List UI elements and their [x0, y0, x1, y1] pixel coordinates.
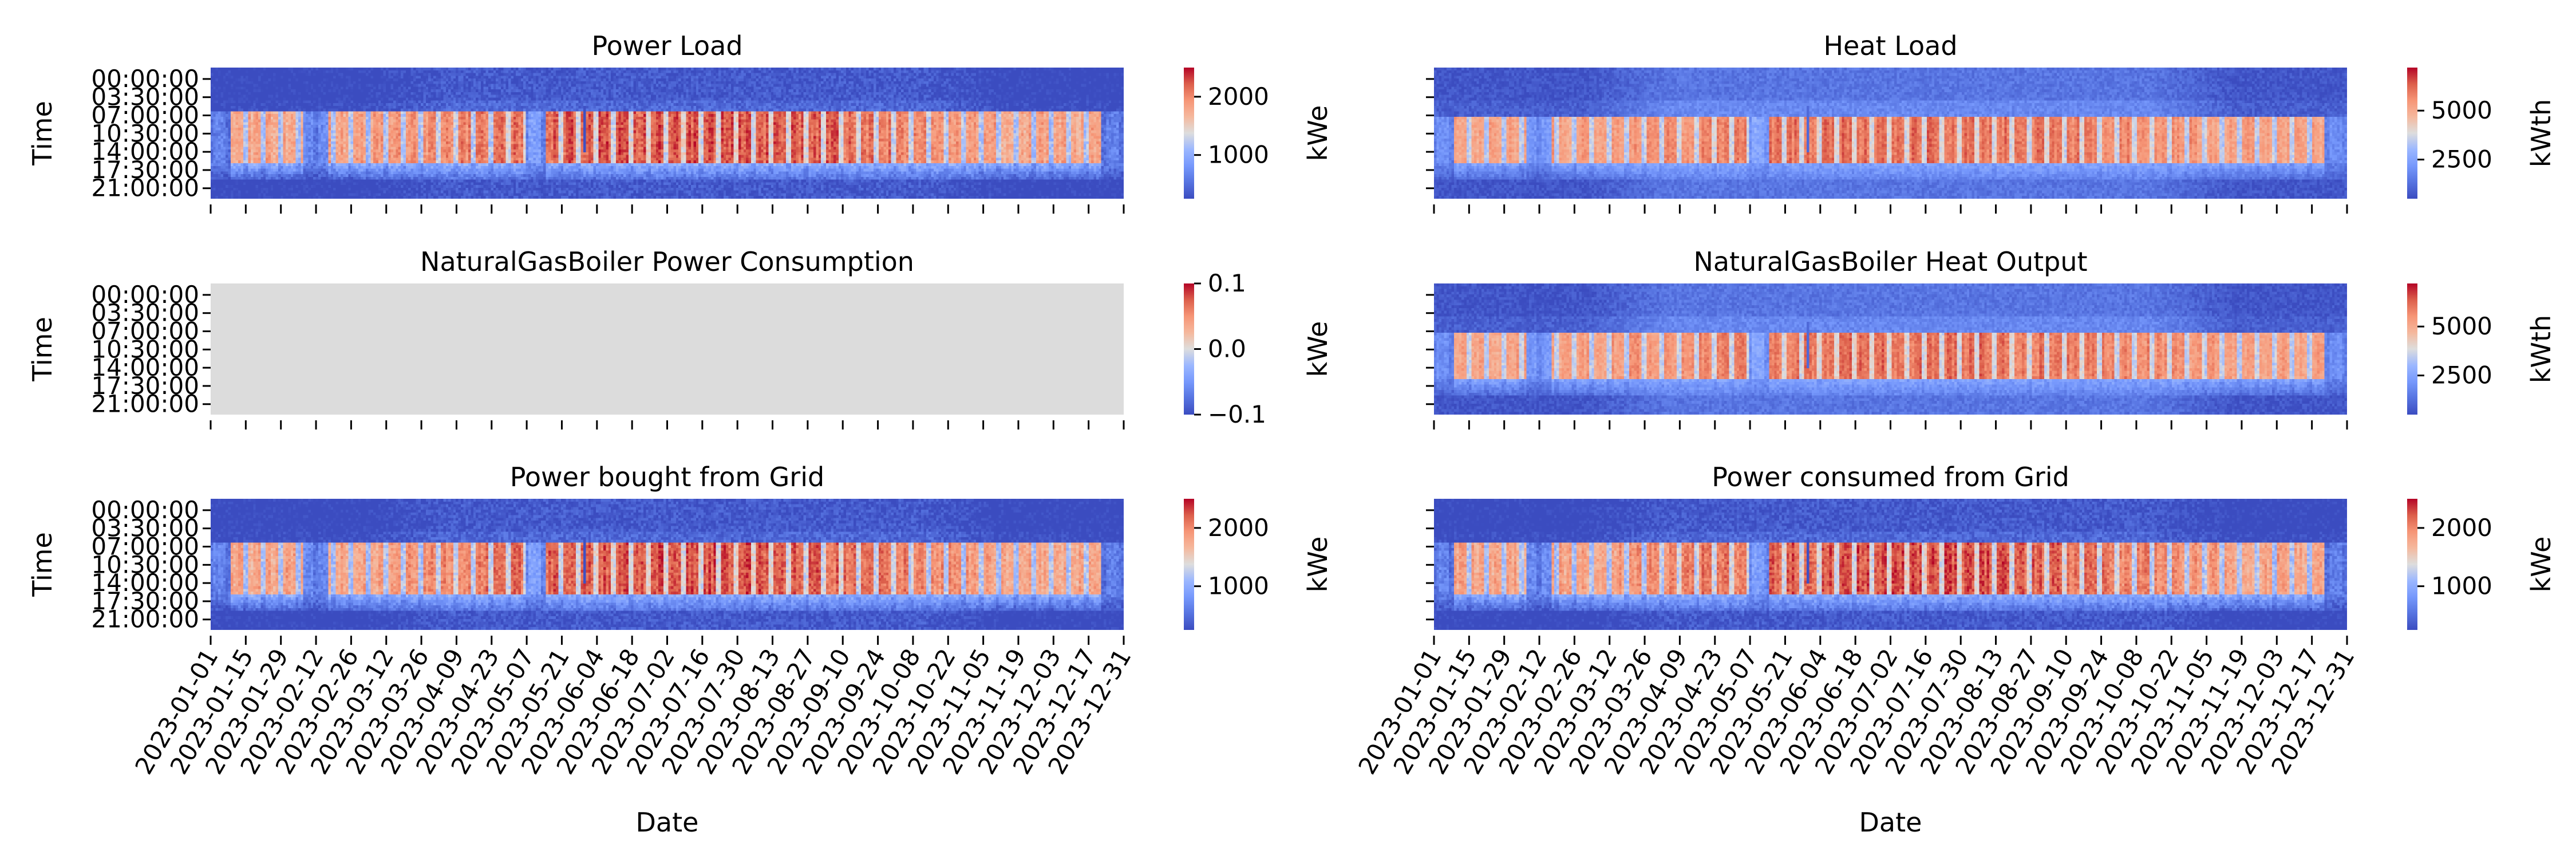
colorbar [2407, 283, 2417, 415]
colorbar-label: kWth [2526, 99, 2557, 167]
panel-title: NaturalGasBoiler Power Consumption [420, 246, 914, 277]
y-tick-label: 10:30:00 [91, 119, 199, 147]
panel-title: Power bought from Grid [510, 462, 824, 492]
y-tick-label: 07:00:00 [91, 317, 199, 345]
colorbar-tick-label: 1000 [1208, 572, 1269, 600]
heatmap-panel-4: NaturalGasBoiler Heat Output 2500 5000 kWth [1426, 246, 2557, 430]
colorbar-label: kWth [2526, 315, 2557, 383]
y-axis-label: Time [27, 532, 58, 597]
colorbar [2407, 68, 2417, 199]
heatmap-cells [211, 283, 1124, 415]
panel-title: NaturalGasBoiler Heat Output [1693, 246, 2087, 277]
colorbar [2407, 499, 2417, 630]
y-tick-label: 03:30:00 [91, 299, 199, 327]
colorbar-tick-label: 0.1 [1208, 269, 1246, 297]
y-tick-label: 07:00:00 [91, 101, 199, 129]
y-tick-label: 03:30:00 [91, 83, 199, 111]
colorbar-tick-label: 5000 [2431, 96, 2492, 124]
heatmap-panel-5: Power bought from Grid 00:00:0003:30:0007… [27, 462, 1333, 838]
y-tick-label: 03:30:00 [91, 514, 199, 542]
panel-title: Power Load [591, 30, 742, 61]
heatmap-panel-2: Heat Load 2500 5000 kWth [1426, 30, 2557, 214]
x-axis-label: Date [636, 807, 699, 838]
colorbar-tick-label: 2500 [2431, 361, 2492, 389]
heatmap-cells [1434, 499, 2347, 630]
panel-title: Heat Load [1823, 30, 1957, 61]
heatmap-panel-6: Power consumed from Grid2023-01-012023-0… [1353, 462, 2557, 838]
y-tick-label: 10:30:00 [91, 335, 199, 363]
colorbar [1184, 68, 1194, 199]
heatmap-cells [1434, 283, 2347, 415]
y-axis-label: Time [27, 101, 58, 166]
colorbar-tick-label: 2000 [2431, 514, 2492, 542]
heatmap-panel-3: NaturalGasBoiler Power Consumption 00:00:… [27, 246, 1333, 430]
colorbar-tick-label: 2000 [1208, 514, 1269, 542]
y-tick-label: 00:00:00 [91, 281, 199, 309]
colorbar-tick-label: 0.0 [1208, 335, 1246, 363]
colorbar-tick-label: 1000 [1208, 141, 1269, 169]
colorbar [1184, 499, 1194, 630]
colorbar-label: kWe [1302, 321, 1333, 377]
heatmap-cells [1434, 68, 2347, 199]
y-tick-label: 17:30:00 [91, 156, 199, 184]
y-tick-label: 00:00:00 [91, 65, 199, 93]
y-tick-label: 14:00:00 [91, 353, 199, 381]
colorbar [1184, 283, 1194, 415]
y-tick-label: 17:30:00 [91, 587, 199, 615]
colorbar-label: kWe [1302, 105, 1333, 161]
x-axis-label: Date [1859, 807, 1922, 838]
y-tick-label: 14:00:00 [91, 569, 199, 597]
y-tick-label: 21:00:00 [91, 605, 199, 633]
colorbar-tick-label: −0.1 [1208, 400, 1266, 428]
colorbar-tick-label: 2000 [1208, 82, 1269, 111]
y-tick-label: 10:30:00 [91, 550, 199, 578]
colorbar-tick-label: 2500 [2431, 145, 2492, 174]
colorbar-tick-label: 1000 [2431, 572, 2492, 600]
y-tick-label: 07:00:00 [91, 533, 199, 561]
colorbar-label: kWe [1302, 537, 1333, 593]
y-tick-label: 14:00:00 [91, 137, 199, 166]
y-tick-label: 21:00:00 [91, 174, 199, 202]
heatmap-cells [211, 68, 1124, 199]
y-axis-label: Time [27, 317, 58, 382]
y-tick-label: 00:00:00 [91, 496, 199, 524]
colorbar-tick-label: 5000 [2431, 312, 2492, 340]
y-tick-label: 21:00:00 [91, 390, 199, 418]
panel-title: Power consumed from Grid [1712, 462, 2069, 492]
colorbar-label: kWe [2526, 537, 2557, 593]
heatmap-panel-1: Power Load 00:00:0003:30:0007:00:0010:30:… [27, 30, 1333, 214]
heatmap-cells [211, 499, 1124, 630]
y-tick-label: 17:30:00 [91, 372, 199, 400]
